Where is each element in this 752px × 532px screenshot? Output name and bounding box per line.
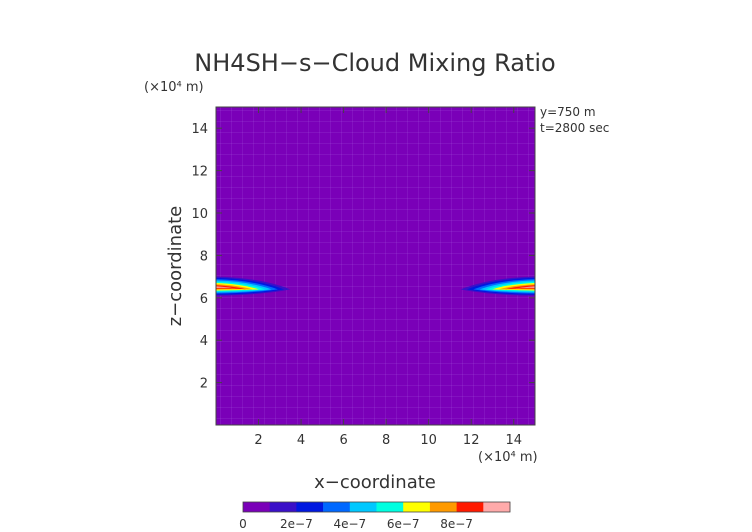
colorbar-swatch [296,502,324,512]
colorbar-swatch [456,502,484,512]
cloud-band-contour [504,285,535,290]
cloud-band-contour [216,285,247,290]
x-tick-label: 4 [297,433,305,448]
plot-frame [215,106,536,426]
colorbar-swatch [403,502,431,512]
x-tick-label: 12 [463,433,480,448]
z-axis-ticks: 2 4 6 8 10 12 14 [191,122,535,392]
z-tick-label: 8 [200,249,208,264]
cloud-band-contour [511,286,535,290]
colorbar-frame [242,501,511,513]
z-tick-label: 4 [200,334,208,349]
x-tick-label: 8 [382,433,390,448]
colorbar-swatch [323,502,351,512]
x-axis-ticks: 2 4 6 8 10 12 14 [254,107,522,448]
z-axis-label: z−coordinate [165,206,186,327]
cloud-band-contour [216,286,240,290]
x-tick-label: 2 [254,433,262,448]
x-unit-label: (×10⁴ m) [478,450,538,465]
colorbar-swatch [243,502,270,512]
z-tick-label: 14 [191,122,208,137]
colorbar-swatch [376,502,404,512]
x-tick-label: 6 [339,433,347,448]
colorbar-swatch [269,502,297,512]
plot-area: 2 4 6 8 10 12 14 2 4 6 8 10 12 14 [191,106,536,448]
colorbar-tick-label: 8e−7 [440,517,473,531]
heatmap-grid-overlay [216,107,535,425]
x-tick-label: 14 [505,433,522,448]
cloud-bands [216,276,535,296]
colorbar-tick-label: 2e−7 [280,517,313,531]
x-axis-label: x−coordinate [314,472,436,493]
z-tick-label: 6 [200,292,208,307]
colorbar-swatch [483,502,511,512]
z-unit-label: (×10⁴ m) [144,80,204,95]
annotation-y: y=750 m [540,105,596,119]
colorbar: 0 2e−7 4e−7 6e−7 8e−7 [239,501,511,531]
z-tick-label: 10 [191,207,208,222]
colorbar-tick-label: 6e−7 [387,517,420,531]
colorbar-tick-label: 4e−7 [333,517,366,531]
chart-title: NH4SH−s−Cloud Mixing Ratio [194,49,555,77]
x-tick-label: 10 [420,433,437,448]
z-tick-label: 12 [191,165,208,180]
colorbar-swatch [429,502,457,512]
colorbar-swatch [349,502,377,512]
colorbar-tick-label: 0 [239,517,247,531]
annotation-t: t=2800 sec [540,121,609,135]
z-tick-label: 2 [200,377,208,392]
